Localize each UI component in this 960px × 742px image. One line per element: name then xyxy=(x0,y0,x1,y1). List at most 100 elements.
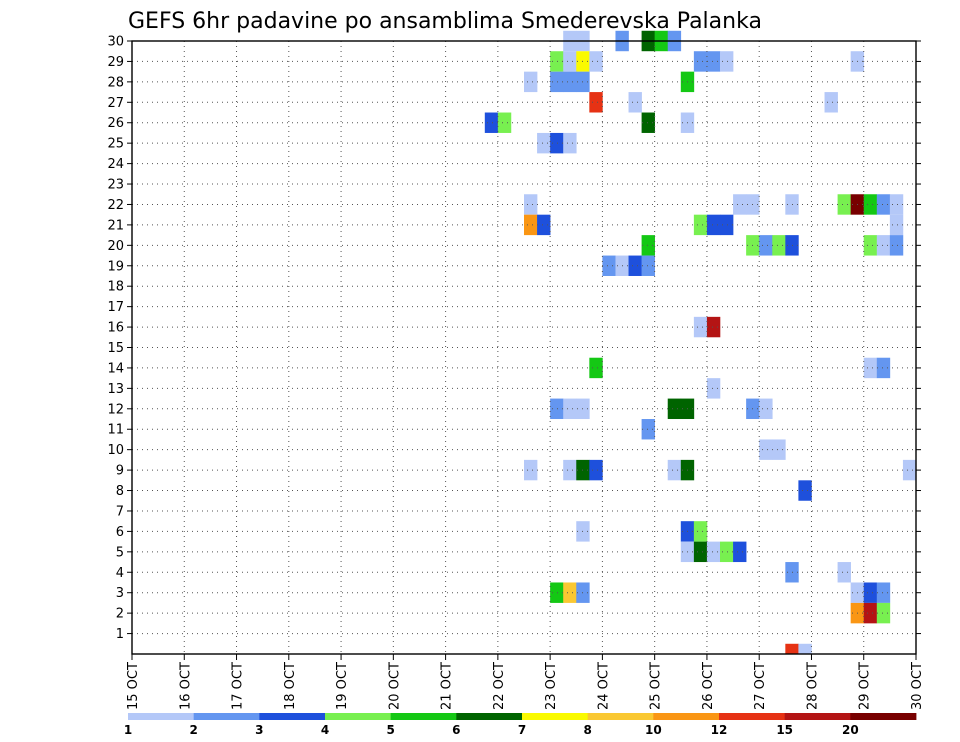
heatmap-cell xyxy=(876,602,891,624)
heatmap-cell xyxy=(563,71,577,93)
heatmap-cell xyxy=(693,51,708,72)
y-tick-label: 13 xyxy=(107,382,124,397)
heatmap-cell xyxy=(589,357,603,379)
x-tick-label: 16 OCT xyxy=(178,662,193,710)
heatmap-cell xyxy=(837,194,851,215)
heatmap-cell xyxy=(720,51,734,72)
y-tick-label: 24 xyxy=(107,157,124,172)
heatmap-cell xyxy=(667,459,682,481)
y-tick-label: 1 xyxy=(116,627,124,642)
legend-swatch xyxy=(850,713,917,720)
heatmap-cell xyxy=(550,71,564,93)
y-tick-label: 22 xyxy=(107,198,124,213)
y-tick-label: 20 xyxy=(107,239,124,254)
heatmap-cell xyxy=(706,214,721,236)
heatmap-cell xyxy=(693,521,708,542)
legend-swatch xyxy=(587,713,654,720)
heatmap-cell xyxy=(759,398,773,420)
heatmap-cell xyxy=(863,357,878,379)
y-tick-label: 2 xyxy=(116,607,124,622)
heatmap-cell xyxy=(863,235,878,256)
heatmap-cell xyxy=(876,235,891,256)
heatmap-cell xyxy=(537,214,551,236)
heatmap-cell xyxy=(863,582,878,603)
legend-swatch xyxy=(456,713,523,720)
y-tick-label: 26 xyxy=(107,116,124,131)
y-tick-label: 11 xyxy=(107,423,124,438)
heatmap-cell xyxy=(706,541,721,563)
y-tick-label: 28 xyxy=(107,75,124,90)
legend-label: 1 xyxy=(124,723,132,737)
y-tick-label: 9 xyxy=(116,464,124,479)
x-tick-label: 20 OCT xyxy=(387,662,402,710)
heatmap-cell xyxy=(693,214,708,236)
heatmap-cell xyxy=(628,92,642,113)
y-tick-label: 6 xyxy=(116,525,124,540)
heatmap-cell xyxy=(720,541,734,563)
heatmap-cell xyxy=(876,357,891,379)
heatmap-cell xyxy=(589,51,603,72)
y-tick-label: 14 xyxy=(107,361,124,376)
heatmap-cell xyxy=(641,419,655,440)
x-tick-label: 27 OCT xyxy=(753,662,768,710)
grid-layer xyxy=(132,41,916,654)
heatmap-cell xyxy=(550,582,564,603)
heatmap-cell xyxy=(484,112,499,133)
heatmap-cell xyxy=(641,255,655,276)
heatmap-cell xyxy=(641,112,655,133)
legend-swatch xyxy=(522,713,589,720)
heatmap-cell xyxy=(798,480,812,501)
y-tick-label: 4 xyxy=(116,566,124,581)
heatmap-cell xyxy=(720,214,734,236)
legend-swatch xyxy=(128,713,195,720)
y-tick-label: 21 xyxy=(107,218,124,233)
heatmap-cell xyxy=(628,255,642,276)
legend-label: 8 xyxy=(583,723,591,737)
y-tick-label: 7 xyxy=(116,504,124,519)
legend-label: 7 xyxy=(518,723,526,737)
heatmap-cell xyxy=(563,51,577,72)
heatmap-cell xyxy=(902,459,917,481)
x-tick-label: 22 OCT xyxy=(492,662,507,710)
heatmap-cell xyxy=(563,398,577,420)
legend-label: 20 xyxy=(842,723,859,737)
heatmap-cell xyxy=(550,398,564,420)
y-tick-label: 27 xyxy=(107,96,124,111)
x-tick-label: 29 OCT xyxy=(858,662,873,710)
heatmap-cell xyxy=(798,643,812,654)
heatmap-cell xyxy=(759,439,773,460)
heatmap-cell xyxy=(693,541,708,563)
heatmap-cell xyxy=(889,194,904,215)
heatmap-cell xyxy=(889,214,904,236)
heatmap-cell xyxy=(876,194,891,215)
legend-swatch xyxy=(390,713,457,720)
heatmap-cell xyxy=(759,235,773,256)
heatmap-cell xyxy=(589,459,603,481)
heatmap-cell xyxy=(550,132,564,154)
heatmap-cell xyxy=(837,562,851,583)
legend-label: 4 xyxy=(321,723,329,737)
heatmap-cell xyxy=(706,316,721,338)
heatmap-cell xyxy=(563,582,577,603)
y-tick-label: 30 xyxy=(107,35,124,50)
legend-swatch xyxy=(193,713,260,720)
y-tick-label: 25 xyxy=(107,137,124,152)
x-tick-label: 30 OCT xyxy=(910,662,925,710)
legend-label: 3 xyxy=(255,723,263,737)
y-tick-label: 8 xyxy=(116,484,124,499)
heatmap-cell xyxy=(824,92,838,113)
legend-swatch xyxy=(325,713,392,720)
y-tick-label: 15 xyxy=(107,341,124,356)
y-tick-labels: 1234567891011121314151617181920212223242… xyxy=(107,35,921,642)
cells-layer xyxy=(484,30,917,654)
heatmap-cell xyxy=(693,316,708,338)
y-tick-label: 23 xyxy=(107,178,124,193)
x-tick-label: 21 OCT xyxy=(440,662,455,710)
heatmap-cell xyxy=(772,439,786,460)
x-tick-label: 24 OCT xyxy=(596,662,611,710)
legend-label: 2 xyxy=(189,723,197,737)
legend-swatch xyxy=(784,713,851,720)
x-tick-label: 15 OCT xyxy=(126,662,141,710)
heatmap-cell xyxy=(550,51,564,72)
